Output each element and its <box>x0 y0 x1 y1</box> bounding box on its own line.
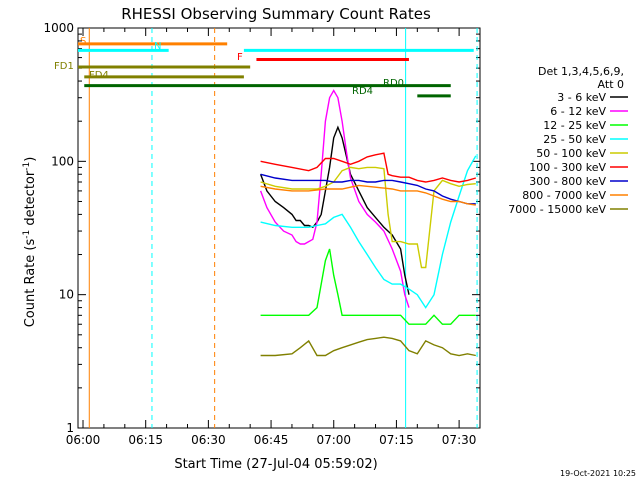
footer-date: 19-Oct-2021 10:25 <box>560 469 636 478</box>
x-tick-label: 07:00 <box>316 433 351 447</box>
series-line <box>259 125 410 295</box>
y-tick-label: 100 <box>51 154 74 168</box>
x-tick-label: 06:45 <box>254 433 289 447</box>
y-tick-label: 1000 <box>43 21 74 35</box>
legend-header: Det 1,3,4,5,6,9, <box>538 65 624 78</box>
legend-entry-label: 50 - 100 keV <box>536 147 606 160</box>
flag-label: S <box>80 36 86 47</box>
x-tick-label: 06:15 <box>128 433 163 447</box>
legend-entry-label: 100 - 300 keV <box>529 161 606 174</box>
flag-label: FD4 <box>89 70 109 81</box>
x-tick-label: 07:15 <box>379 433 414 447</box>
flag-label: FD1 <box>54 61 74 72</box>
flag-label: N <box>154 41 161 52</box>
chart-title: RHESSI Observing Summary Count Rates <box>121 5 431 23</box>
series-line <box>260 184 476 206</box>
series-line <box>260 173 476 205</box>
series-line <box>260 336 476 357</box>
x-tick-label: 06:30 <box>191 433 226 447</box>
x-axis-label: Start Time (27-Jul-04 05:59:02) <box>174 457 377 472</box>
legend-entry-label: 300 - 800 keV <box>529 175 606 188</box>
svg-text:Count Rate (s-1 detector-1): Count Rate (s-1 detector-1) <box>22 157 38 328</box>
series-line <box>260 248 476 325</box>
flag-label: F <box>237 52 243 63</box>
series-line <box>259 89 410 308</box>
flag-label: RD4 <box>352 86 373 97</box>
legend-entry-label: 3 - 6 keV <box>557 91 606 104</box>
legend-entry-label: 12 - 25 keV <box>543 119 606 132</box>
plot-frame <box>77 27 481 429</box>
y-tick-label: 10 <box>59 288 74 302</box>
x-tick-label: 07:30 <box>442 433 477 447</box>
legend-header: Att 0 <box>598 78 624 91</box>
flag-label: RD0 <box>383 78 404 89</box>
series-line <box>260 166 476 269</box>
legend-entry-label: 6 - 12 keV <box>550 105 606 118</box>
series-line <box>260 155 477 309</box>
legend-entry-label: 7000 - 15000 keV <box>508 203 606 216</box>
series-line <box>260 152 476 183</box>
y-tick-label: 1 <box>66 421 74 435</box>
legend-entry-label: 25 - 50 keV <box>543 133 606 146</box>
x-tick-label: 06:00 <box>66 433 101 447</box>
y-axis-label: Count Rate (s-1 detector-1) <box>22 157 38 328</box>
legend-entry-label: 800 - 7000 keV <box>522 189 606 202</box>
